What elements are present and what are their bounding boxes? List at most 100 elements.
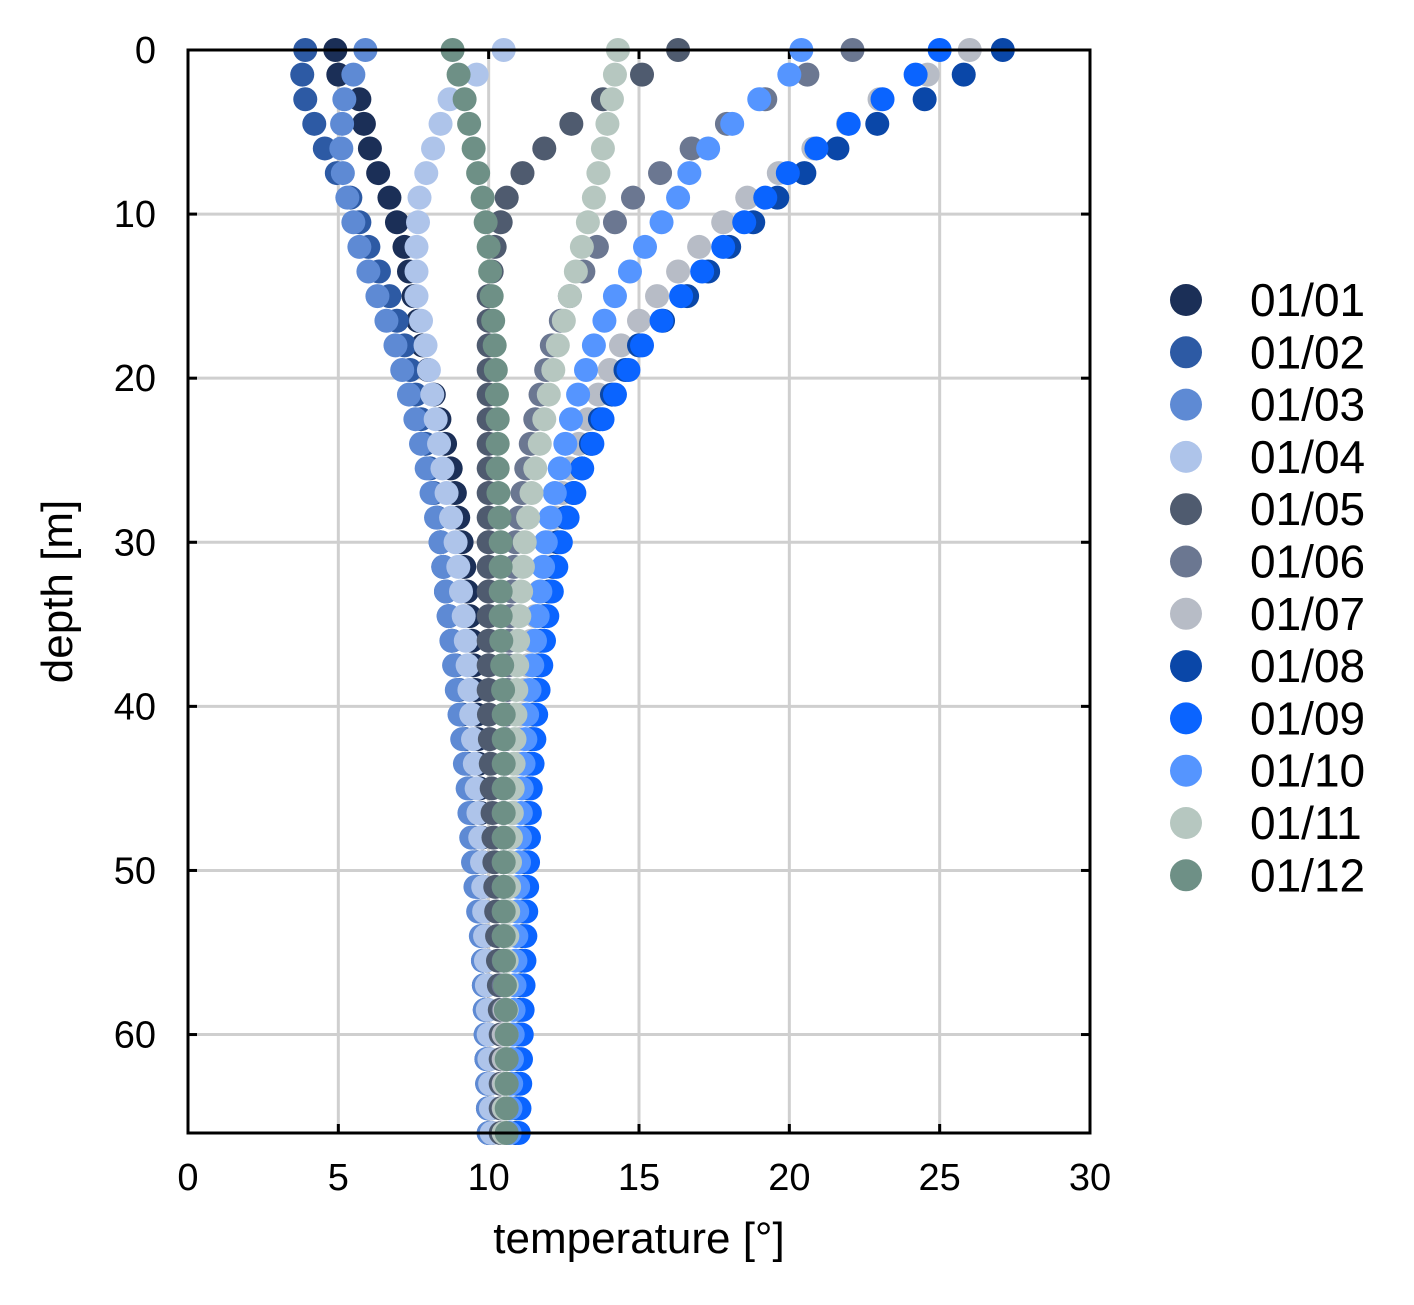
data-point [485, 456, 510, 481]
data-point [711, 234, 736, 259]
data-point [555, 505, 580, 530]
series-01-12 [440, 38, 519, 1145]
data-point [487, 505, 512, 530]
data-point [409, 431, 434, 456]
x-tick-label: 10 [468, 1157, 510, 1199]
data-point [470, 185, 495, 210]
data-point [404, 259, 429, 284]
data-point [473, 210, 498, 235]
legend-label: 01/03 [1250, 379, 1365, 431]
data-point [528, 579, 553, 604]
data-point [489, 628, 514, 653]
data-point [545, 333, 570, 358]
data-point [461, 727, 486, 752]
data-point [630, 62, 655, 87]
data-point [557, 284, 582, 309]
data-point [449, 579, 474, 604]
data-point [452, 87, 477, 112]
data-point [377, 185, 402, 210]
data-point [903, 62, 928, 87]
data-point [566, 382, 591, 407]
legend-marker [1170, 336, 1202, 369]
data-point [335, 185, 360, 210]
legend-label: 01/12 [1250, 849, 1365, 901]
series-01-07 [491, 38, 982, 1145]
y-tick-label: 30 [114, 522, 156, 564]
legend-marker [1170, 440, 1202, 473]
data-point [478, 259, 503, 284]
data-point [491, 899, 516, 924]
legend-label: 01/05 [1250, 483, 1365, 535]
data-point [575, 210, 600, 235]
data-point [649, 308, 674, 333]
data-point [406, 210, 431, 235]
data-point [574, 357, 599, 382]
legend-marker [1170, 702, 1202, 735]
data-point [332, 87, 357, 112]
data-point [608, 333, 633, 358]
x-tick-label: 25 [919, 1157, 961, 1199]
data-point [569, 234, 594, 259]
data-point [488, 579, 513, 604]
data-point [602, 284, 627, 309]
data-point [595, 111, 620, 136]
data-point [616, 357, 641, 382]
x-axis-title: temperature [°] [493, 1214, 785, 1263]
data-point [792, 161, 817, 186]
data-point [795, 62, 820, 87]
x-tick-label: 0 [177, 1157, 198, 1199]
data-point [491, 751, 516, 776]
data-point [374, 308, 399, 333]
data-point [414, 161, 439, 186]
data-point [485, 431, 510, 456]
data-point [590, 136, 615, 161]
data-point [330, 111, 355, 136]
data-point [421, 136, 446, 161]
legend-marker [1170, 545, 1202, 578]
data-point [775, 161, 800, 186]
data-point [525, 604, 550, 629]
data-point [488, 604, 513, 629]
data-point [466, 161, 491, 186]
legend-label: 01/08 [1250, 640, 1365, 692]
y-tick-labels: 0 10 20 30 40 50 60 [114, 30, 156, 1057]
data-point [532, 407, 557, 432]
x-tick-label: 20 [768, 1157, 810, 1199]
data-point [620, 185, 645, 210]
data-point [434, 481, 459, 506]
y-tick-label: 60 [114, 1015, 156, 1057]
data-point [491, 924, 516, 949]
data-point [599, 87, 624, 112]
data-point [476, 234, 501, 259]
data-point [804, 136, 829, 161]
data-point [413, 333, 438, 358]
legend-marker [1170, 754, 1202, 787]
data-point [519, 481, 544, 506]
legend-marker [1170, 597, 1202, 630]
data-point [446, 62, 471, 87]
y-axis-title: depth [m] [33, 500, 82, 683]
data-point [384, 210, 409, 235]
data-point [494, 185, 519, 210]
data-point [461, 136, 486, 161]
data-point [679, 136, 704, 161]
data-point [390, 357, 415, 382]
data-point [491, 801, 516, 826]
data-point [563, 259, 588, 284]
data-point [690, 259, 715, 284]
data-point [512, 530, 537, 555]
plot-frame [186, 48, 1092, 1135]
data-point [602, 382, 627, 407]
data-point [547, 456, 572, 481]
data-point [356, 259, 381, 284]
data-point [486, 481, 511, 506]
legend-label: 01/11 [1250, 797, 1362, 849]
data-point [427, 431, 452, 456]
data-point [553, 431, 578, 456]
data-point [494, 1022, 519, 1047]
x-tick-labels: 0 5 10 15 20 25 30 [177, 1157, 1111, 1199]
data-point [290, 62, 315, 87]
data-point [510, 161, 535, 186]
y-tick-label: 10 [114, 194, 156, 236]
data-point [494, 1071, 519, 1096]
